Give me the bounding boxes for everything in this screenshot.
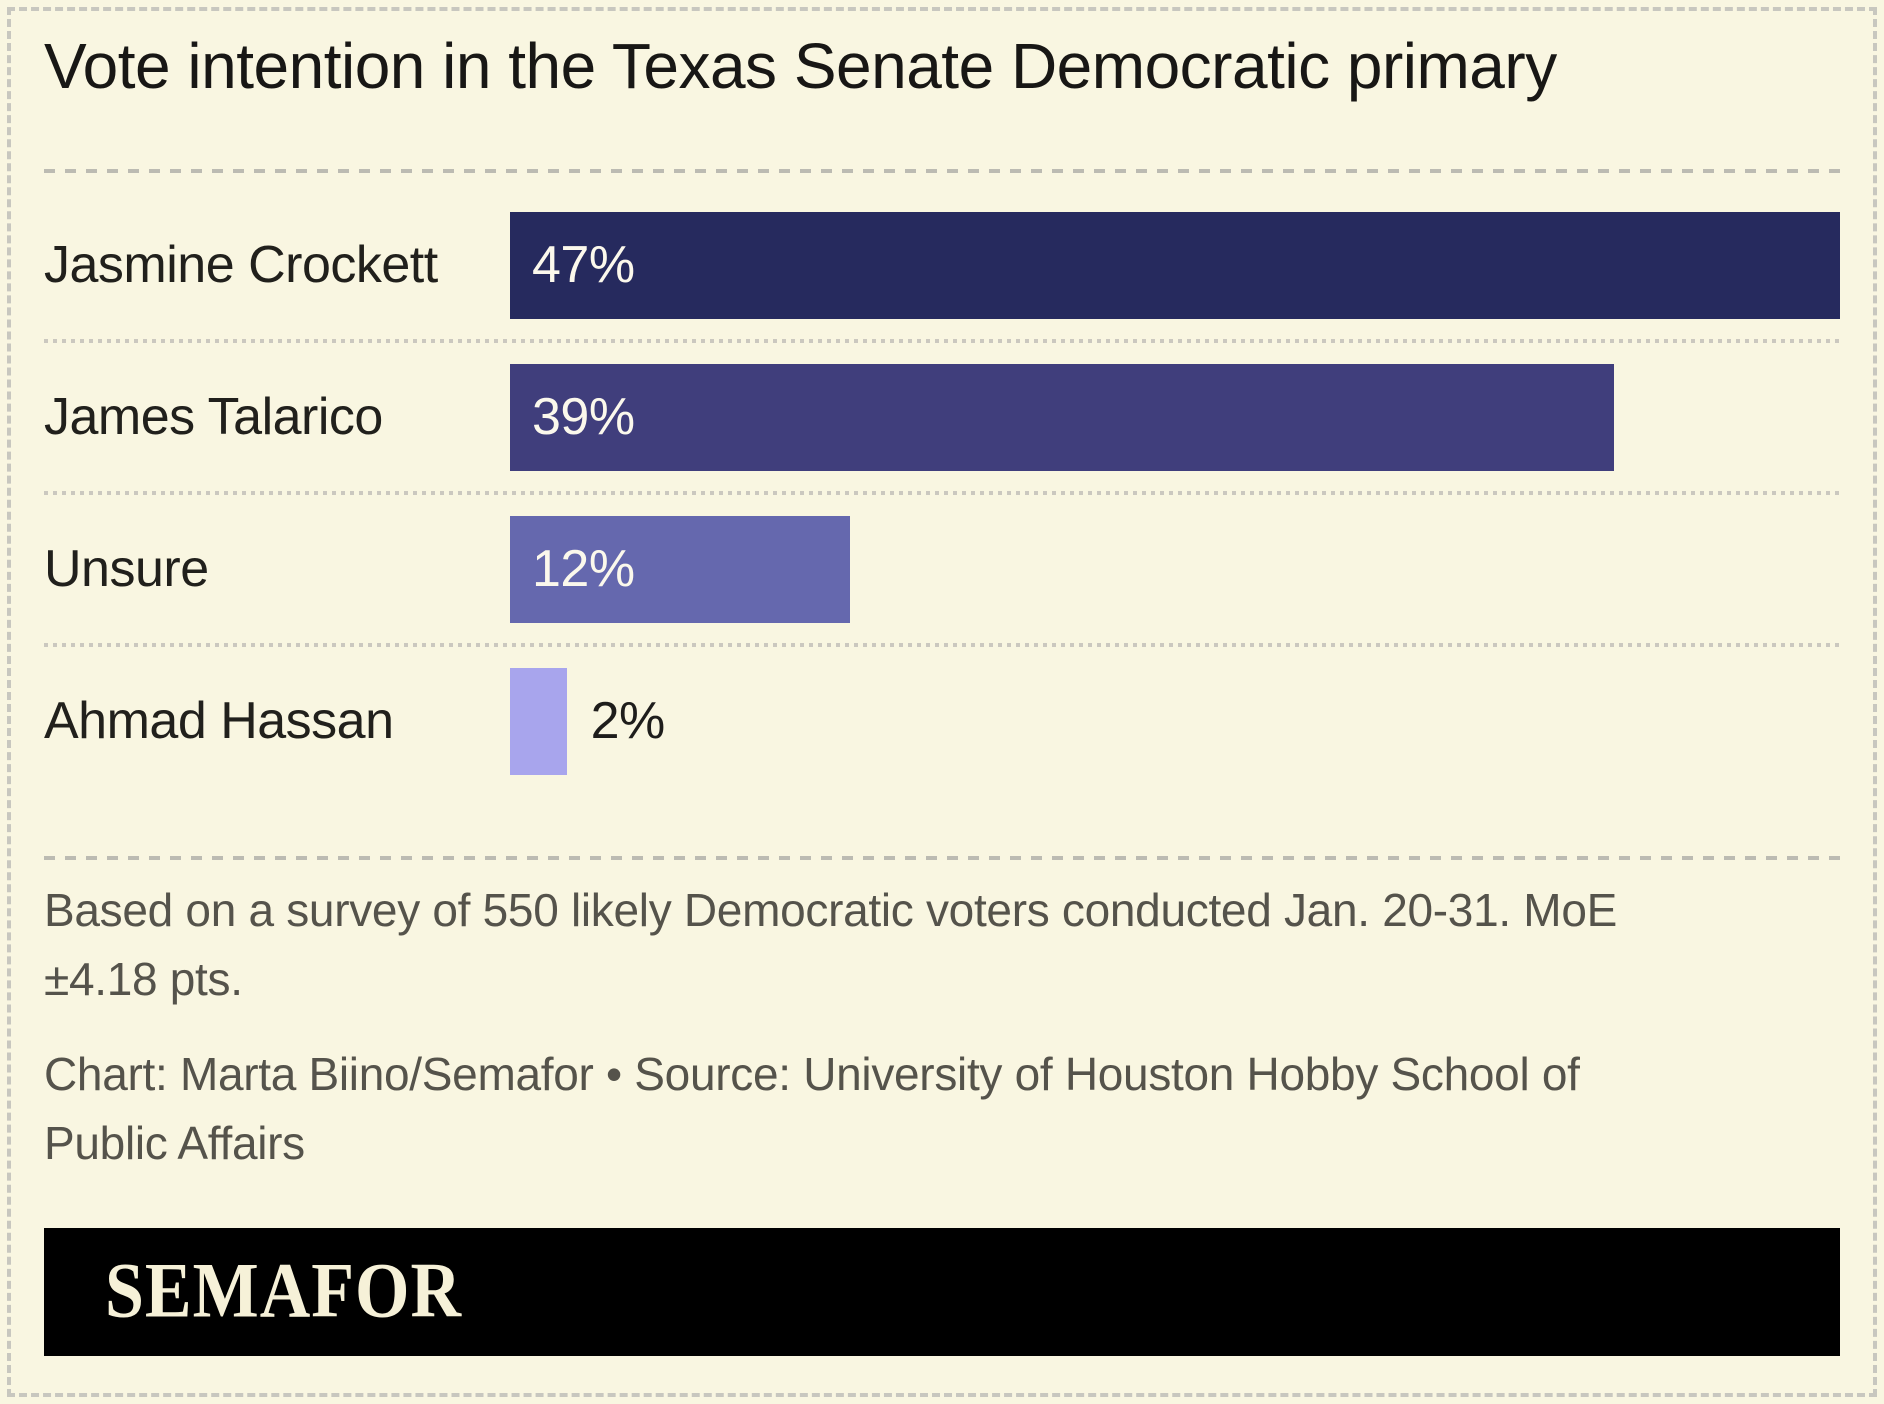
footer-bar: SEMAFOR bbox=[44, 1228, 1840, 1356]
category-label: Jasmine Crockett bbox=[44, 236, 438, 294]
semafor-logo: SEMAFOR bbox=[105, 1248, 462, 1335]
footnote-separator bbox=[44, 856, 1840, 860]
category-label: Ahmad Hassan bbox=[44, 692, 394, 750]
category-label: Unsure bbox=[44, 540, 209, 598]
chart-row: Unsure 12% bbox=[44, 493, 1840, 647]
bar: 47% bbox=[510, 211, 1840, 319]
bar-area: 47% bbox=[510, 211, 1840, 319]
chart-title: Vote intention in the Texas Senate Democ… bbox=[44, 30, 1557, 102]
value-label: 39% bbox=[532, 388, 635, 446]
bar bbox=[510, 667, 567, 775]
credit-line: Chart: Marta Biino/Semafor • Source: Uni… bbox=[44, 1048, 1580, 1169]
bar-chart: Jasmine Crockett 47% James Talarico 39% Unsu… bbox=[44, 189, 1840, 797]
bar: 39% bbox=[510, 363, 1614, 471]
bar-area: 2% bbox=[510, 667, 1840, 775]
chart-row: Ahmad Hassan 2% bbox=[44, 645, 1840, 797]
category-label: James Talarico bbox=[44, 388, 383, 446]
value-label: 12% bbox=[532, 540, 635, 598]
chart-row: Jasmine Crockett 47% bbox=[44, 189, 1840, 343]
chart-card: Vote intention in the Texas Senate Democ… bbox=[7, 7, 1877, 1397]
value-label: 47% bbox=[532, 236, 635, 294]
value-label: 2% bbox=[590, 692, 666, 750]
footnote: Based on a survey of 550 likely Democrat… bbox=[44, 884, 1617, 1005]
bar-area: 39% bbox=[510, 363, 1840, 471]
title-separator bbox=[44, 169, 1840, 173]
chart-row: James Talarico 39% bbox=[44, 341, 1840, 495]
bar: 12% bbox=[510, 515, 850, 623]
bar-area: 12% bbox=[510, 515, 1840, 623]
